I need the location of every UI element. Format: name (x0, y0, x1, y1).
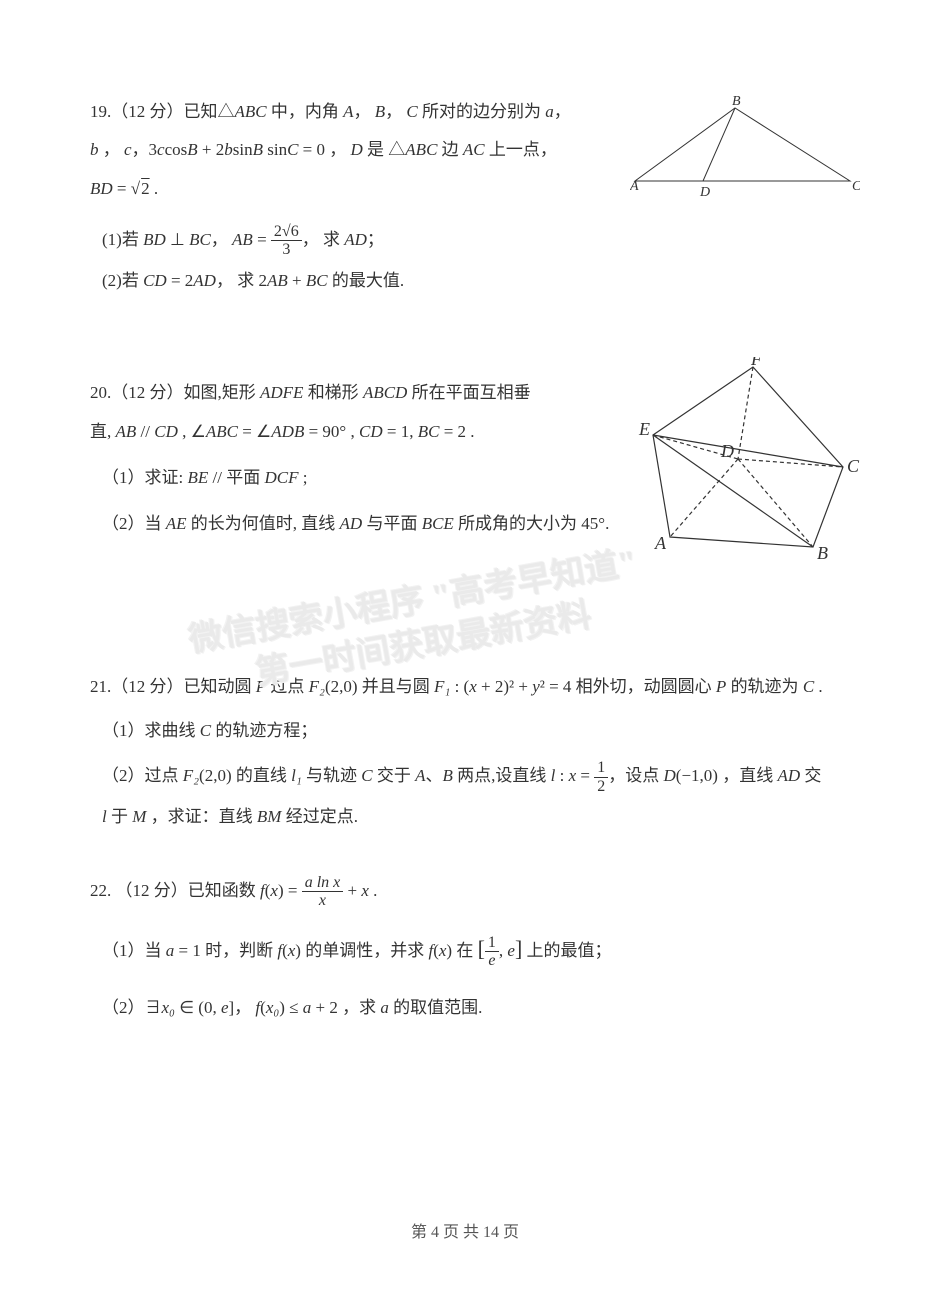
figure-triangle-19: A D B C (630, 96, 860, 217)
svg-text:B: B (817, 543, 828, 563)
svg-text:B: B (732, 96, 741, 109)
svg-text:A: A (654, 533, 667, 553)
q21-part2b: l 于 M ，求证：直线 BM 经过定点. (90, 801, 840, 833)
question-20: E F D C A B 20.（12 分）如图,矩形 ADFE 和梯形 ABCD… (90, 377, 840, 540)
page-footer: 第 4 页 共 14 页 (0, 1218, 930, 1242)
question-19: A D B C 19.（12 分）已知△ABC 中，内角 A， B， C 所对的… (90, 96, 840, 297)
q22-line1: 22. （12 分）已知函数 f(x) = a ln xx + x . (90, 874, 840, 910)
svg-text:C: C (852, 179, 860, 194)
svg-text:C: C (847, 456, 860, 476)
q22-part2: （2）∃x₀ ∈ (0, e]， f(x₀) ≤ a + 2 ，求 a 的取值范… (90, 992, 840, 1024)
svg-text:E: E (638, 419, 650, 439)
q22-part1: （1）当 a = 1 时，判断 f(x) 的单调性，并求 f(x) 在 [1e,… (90, 928, 840, 970)
figure-solid-20: E F D C A B (625, 357, 860, 578)
question-22: 22. （12 分）已知函数 f(x) = a ln xx + x . （1）当… (90, 874, 840, 1025)
q19-part2: (2)若 CD = 2AD， 求 2AB + BC 的最大值. (90, 265, 840, 297)
question-21: 21.（12 分）已知动圆 P 过点 F₂(2,0) 并且与圆 F₁ : (x … (90, 671, 840, 834)
q19-part1: (1)若 BD ⊥ BC， AB = 2√63， 求 AD； (90, 223, 840, 259)
svg-text:D: D (699, 185, 710, 200)
q21-part1: （1）求曲线 C 的轨迹方程； (90, 715, 840, 747)
svg-text:D: D (720, 441, 734, 461)
q21-part2: （2）过点 F₂(2,0) 的直线 l₁ 与轨迹 C 交于 A、B 两点,设直线… (90, 759, 840, 795)
svg-text:F: F (750, 357, 763, 369)
q21-line1: 21.（12 分）已知动圆 P 过点 F₂(2,0) 并且与圆 F₁ : (x … (90, 671, 840, 703)
svg-text:A: A (630, 179, 639, 194)
